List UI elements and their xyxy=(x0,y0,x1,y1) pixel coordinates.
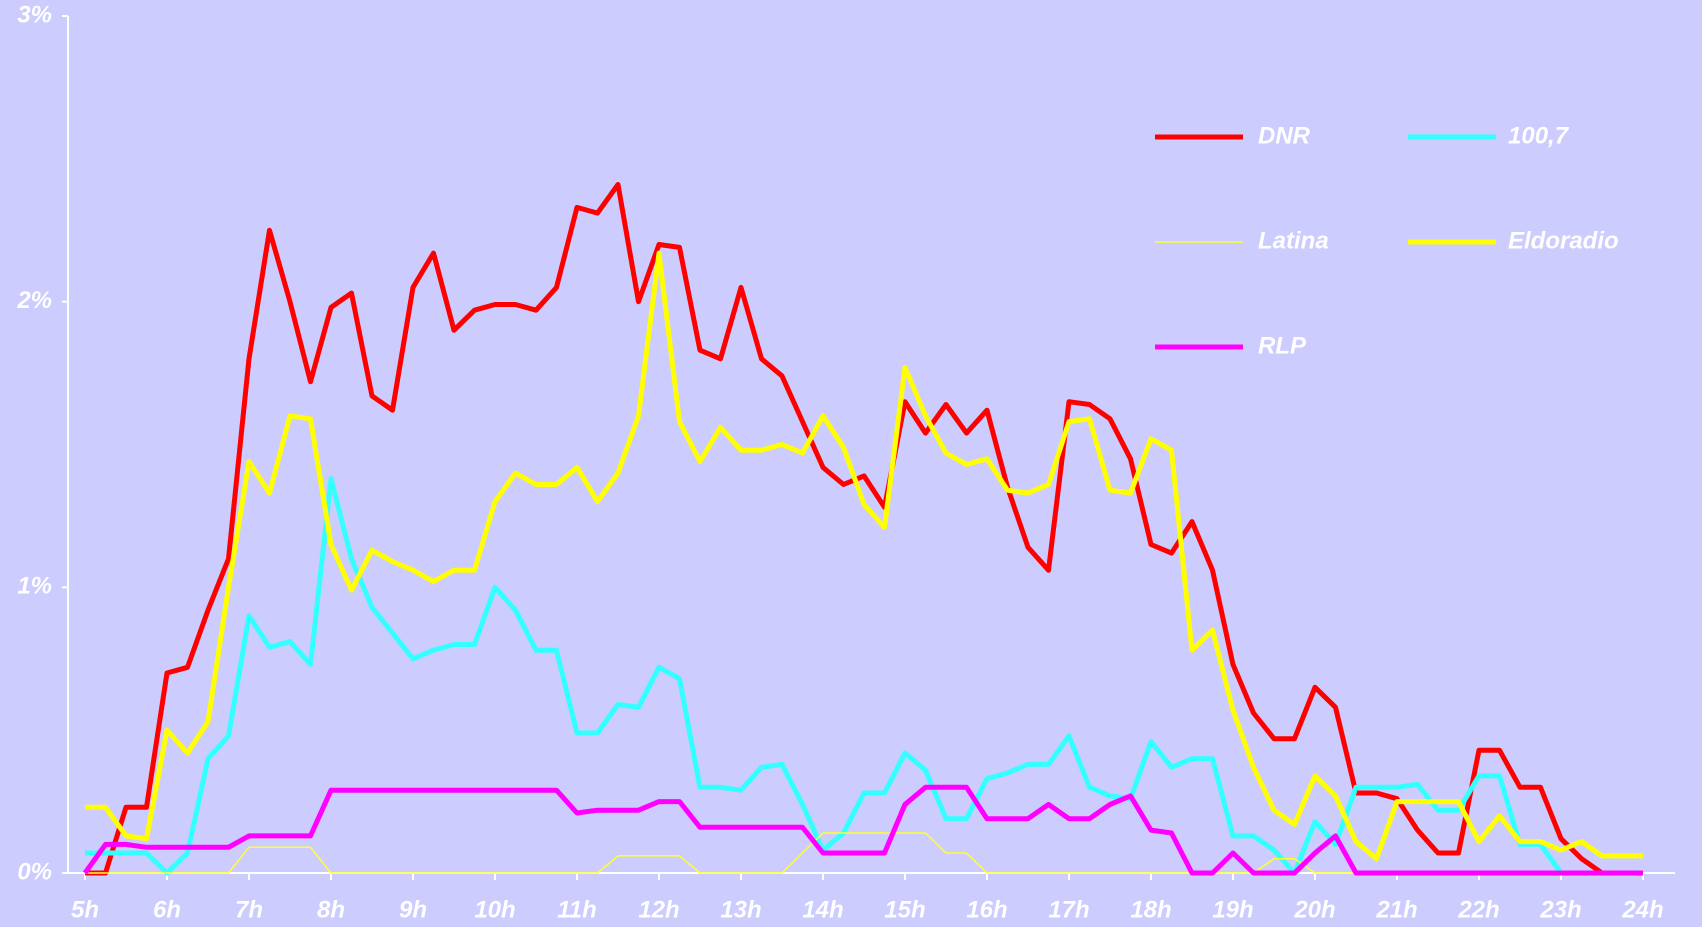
x-tick-label: 19h xyxy=(1212,896,1253,923)
series-line xyxy=(82,784,1643,876)
y-tick-label: 2% xyxy=(16,287,52,314)
legend-label: Eldoradio xyxy=(1508,227,1619,254)
x-tick-label: 22h xyxy=(1457,896,1499,923)
legend-label: Latina xyxy=(1258,227,1329,254)
x-tick-label: 10h xyxy=(474,896,515,923)
x-tick-label: 9h xyxy=(399,896,427,923)
legend-label: DNR xyxy=(1258,122,1311,149)
x-tick-label: 24h xyxy=(1621,896,1663,923)
y-tick-label: 1% xyxy=(17,573,52,600)
x-tick-label: 18h xyxy=(1130,896,1171,923)
x-tick-label: 8h xyxy=(317,896,345,923)
x-tick-label: 13h xyxy=(720,896,761,923)
y-tick-label: 0% xyxy=(17,858,52,885)
x-tick-label: 21h xyxy=(1375,896,1417,923)
x-tick-label: 11h xyxy=(557,896,597,923)
x-tick-label: 7h xyxy=(235,896,263,923)
y-tick-label: 3% xyxy=(17,1,52,28)
x-tick-label: 5h xyxy=(71,896,99,923)
x-tick-label: 15h xyxy=(884,896,925,923)
x-tick-label: 20h xyxy=(1293,896,1335,923)
series-line xyxy=(85,182,1643,876)
series-line xyxy=(85,476,1643,876)
legend-label: 100,7 xyxy=(1508,122,1570,149)
legend-label: RLP xyxy=(1258,332,1307,359)
x-tick-label: 6h xyxy=(153,896,181,923)
x-tick-label: 16h xyxy=(966,896,1007,923)
x-tick-label: 12h xyxy=(638,896,679,923)
x-tick-label: 17h xyxy=(1048,896,1089,923)
x-tick-label: 14h xyxy=(802,896,843,923)
series-line xyxy=(85,250,1643,862)
x-tick-label: 23h xyxy=(1539,896,1581,923)
